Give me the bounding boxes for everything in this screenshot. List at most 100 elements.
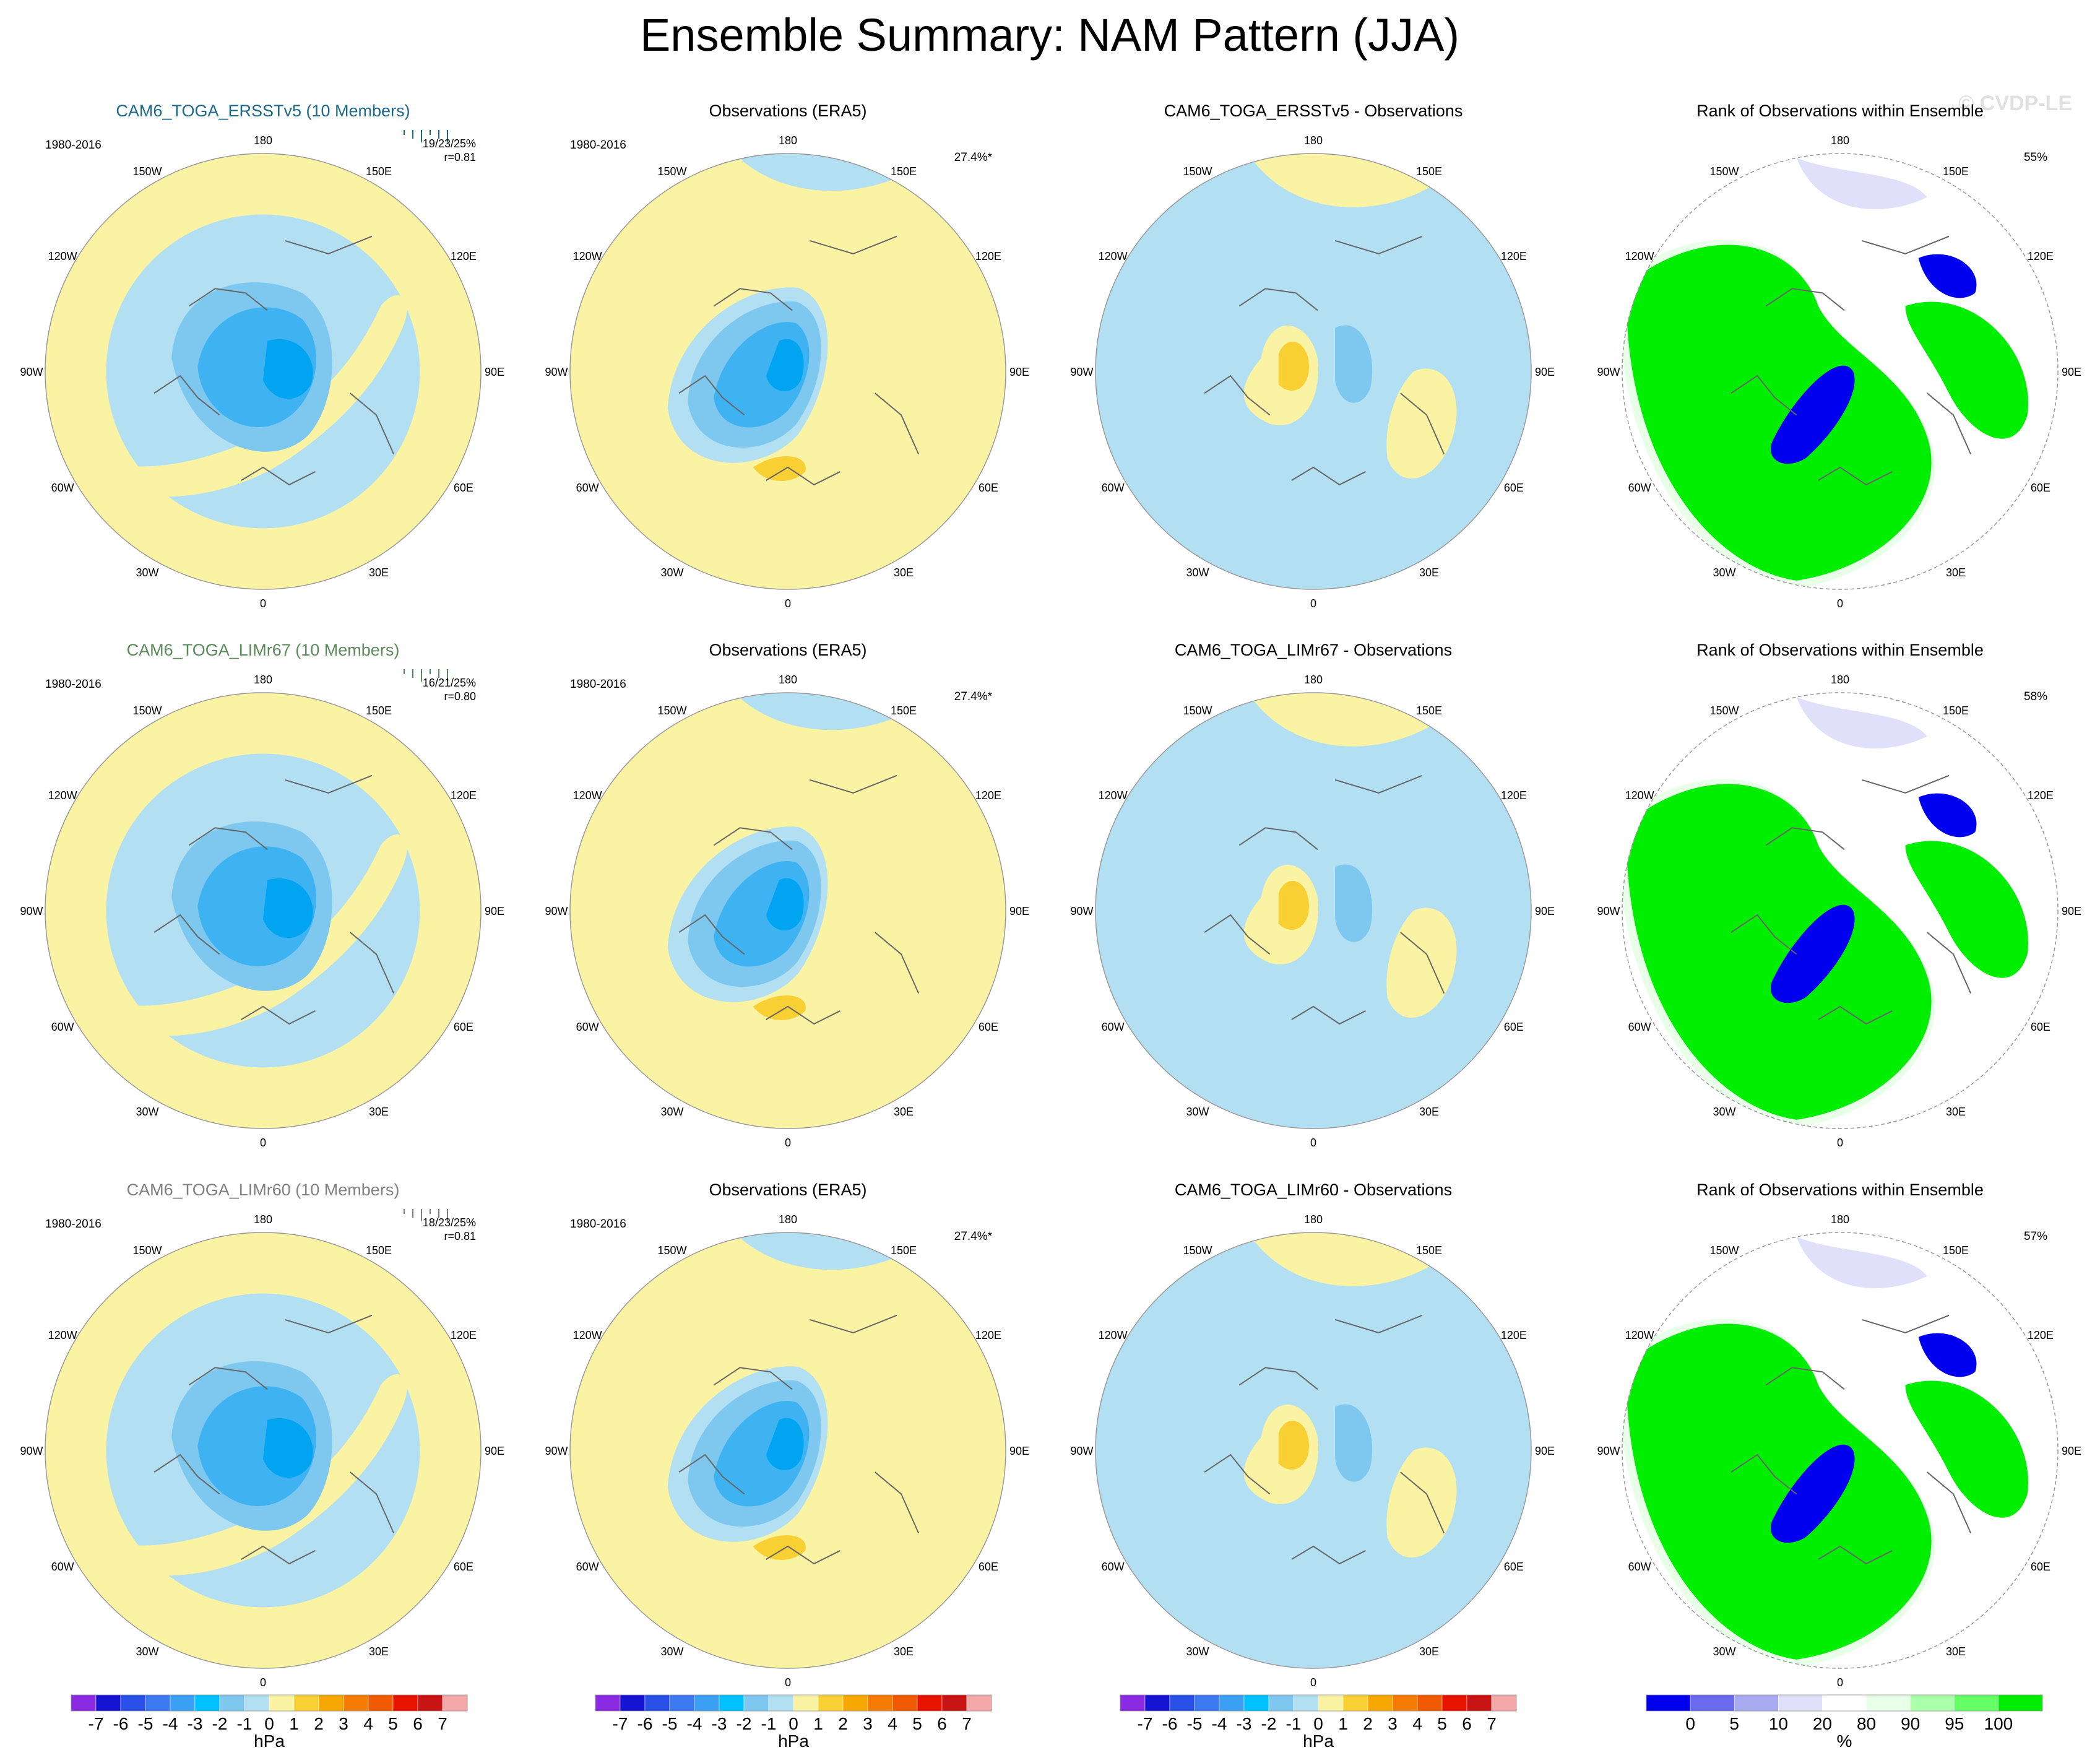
map-border [1095, 1232, 1532, 1669]
colorbar-swatch [917, 1694, 943, 1712]
lon-label: 90W [545, 1445, 568, 1457]
lon-label: 180 [254, 134, 272, 147]
colorbar-swatch [669, 1694, 695, 1712]
colorbar-frame [1646, 1694, 2043, 1712]
lon-label: 0 [260, 1676, 266, 1689]
lon-label: 180 [779, 134, 797, 147]
map-border [1622, 1232, 2059, 1669]
colorbar-swatch [1367, 1694, 1393, 1712]
lon-label: 60W [51, 1561, 74, 1573]
colorbar-swatch [1866, 1694, 1911, 1712]
obs-title: Observations (ERA5) [709, 641, 866, 659]
lon-label: 120W [1625, 789, 1654, 802]
colorbar-tick-label: 0 [1313, 1714, 1323, 1733]
lon-label: 120W [48, 1329, 77, 1341]
lon-label: 60E [454, 1021, 473, 1033]
colorbar-swatch [1219, 1694, 1245, 1712]
obs-title: Observations (ERA5) [709, 1180, 866, 1199]
panel-r1-c4: 180 150E 120E 90E 60E 30E 0 30W 60W 90W 120W 150W Ra… [1597, 102, 2081, 610]
lon-label: 120W [573, 789, 602, 802]
lon-label: 90E [2062, 905, 2081, 917]
colorbar-tick-label: -7 [613, 1714, 628, 1733]
colorbar-swatch [1441, 1694, 1467, 1712]
lon-label: 120W [573, 1329, 602, 1341]
colorbar-tick-label: 1 [289, 1714, 299, 1733]
lon-label: 60W [576, 1021, 599, 1033]
rank-high-region [1626, 784, 1932, 1120]
colorbar-swatch [417, 1694, 443, 1712]
lon-label: 60W [1102, 1021, 1125, 1033]
lon-label: 30W [1713, 1106, 1735, 1118]
lon-label: 30W [136, 1106, 158, 1118]
lon-label: 180 [1831, 134, 1849, 147]
lon-label: 30E [1946, 1106, 1966, 1118]
map-border [45, 692, 482, 1129]
colorbar-2: -7 -6 -5 -4 -3 -2 -1 0 1 2 3 4 5 6 7 hPa [595, 1694, 992, 1751]
colorbar-tick-label: 3 [863, 1714, 873, 1733]
colorbar-tick-label: -4 [163, 1714, 178, 1733]
lon-label: 120E [2028, 789, 2054, 802]
map-field [1622, 154, 2058, 589]
colorbar-tick-label: 2 [314, 1714, 324, 1733]
lon-label: 150W [1709, 704, 1739, 717]
lon-label: 90E [2062, 366, 2081, 378]
positive-anomaly-band [76, 1374, 407, 1576]
lon-label: 90E [485, 1445, 504, 1457]
panel-r1-c1: 180 150E 120E 90E 60E 30E 0 30W 60W 90W 120W 150W CA… [20, 102, 504, 610]
colorbar-tick-label: 3 [339, 1714, 348, 1733]
panel-r2-c3: 180 150E 120E 90E 60E 30E 0 30W 60W 90W 120W 150W CA… [1070, 641, 1555, 1149]
colorbar-frame [595, 1694, 992, 1712]
positive-anomaly-band [76, 295, 407, 497]
colorbar-frame [71, 1694, 468, 1712]
lon-label: 60W [51, 1021, 74, 1033]
colorbar-swatch [1690, 1694, 1735, 1712]
colorbar-swatch [1144, 1694, 1170, 1712]
variance-label: 27.4%* [954, 1230, 993, 1243]
lon-label: 90W [1070, 366, 1093, 378]
lon-label: 30E [1419, 566, 1439, 579]
lon-label: 90W [545, 905, 568, 917]
panel-r2-c2: 180 150E 120E 90E 60E 30E 0 30W 60W 90W 120W 150W Ob… [545, 641, 1029, 1149]
lon-label: 30W [136, 1645, 158, 1658]
colorbar-swatch [1318, 1694, 1344, 1712]
colorbar-swatch [620, 1694, 646, 1712]
lon-label: 90W [1070, 1445, 1093, 1457]
map-field [570, 1232, 1006, 1668]
lon-label: 30W [660, 1645, 683, 1658]
colorbar-swatch [368, 1694, 394, 1712]
rank-percent: 55% [2024, 151, 2047, 164]
coastline [1731, 774, 1972, 1025]
colorbar-swatch [1417, 1694, 1443, 1712]
lon-label: 30E [894, 566, 914, 579]
lon-label: 90E [485, 366, 504, 378]
positive-anomaly-core [753, 456, 806, 481]
colorbar-swatch [1734, 1694, 1779, 1712]
panel-r3-c2: 180 150E 120E 90E 60E 30E 0 30W 60W 90W 120W 150W Ob… [545, 1180, 1029, 1689]
colorbar-tick-label: 4 [888, 1714, 897, 1733]
lon-label: 30W [660, 566, 683, 579]
colorbar-3: -7 -6 -5 -4 -3 -2 -1 0 1 2 3 4 5 6 7 hPa [1120, 1694, 1517, 1751]
colorbar-tick-label: -1 [1286, 1714, 1302, 1733]
lon-label: 30E [1419, 1106, 1439, 1118]
rank-high-region-east [1905, 841, 2028, 978]
period-label: 1980-2016 [570, 678, 626, 691]
positive-anomaly-core [1278, 341, 1309, 391]
colorbar-swatch [1466, 1694, 1492, 1712]
lon-label: 30E [1946, 566, 1966, 579]
difference-title: CAM6_TOGA_LIMr60 - Observations [1175, 1180, 1452, 1199]
lon-label: 180 [779, 674, 797, 686]
rank-high-region [1626, 1323, 1932, 1660]
map-border [1622, 153, 2059, 590]
negative-anomaly-core [1335, 864, 1373, 942]
lon-label: 180 [1831, 1213, 1849, 1226]
colorbar-unit: hPa [778, 1731, 809, 1751]
panel-r2-c4: 180 150E 120E 90E 60E 30E 0 30W 60W 90W 120W 150W Ra… [1597, 641, 2081, 1149]
map-field [1095, 693, 1531, 1128]
model-title: CAM6_TOGA_LIMr60 (10 Members) [127, 1180, 400, 1199]
lon-label: 0 [1837, 1137, 1843, 1149]
colorbar-tick-label: 6 [413, 1714, 423, 1733]
colorbar-tick-label: -1 [237, 1714, 253, 1733]
colorbar-swatch [95, 1694, 121, 1712]
variance-label: 27.4%* [954, 151, 993, 164]
